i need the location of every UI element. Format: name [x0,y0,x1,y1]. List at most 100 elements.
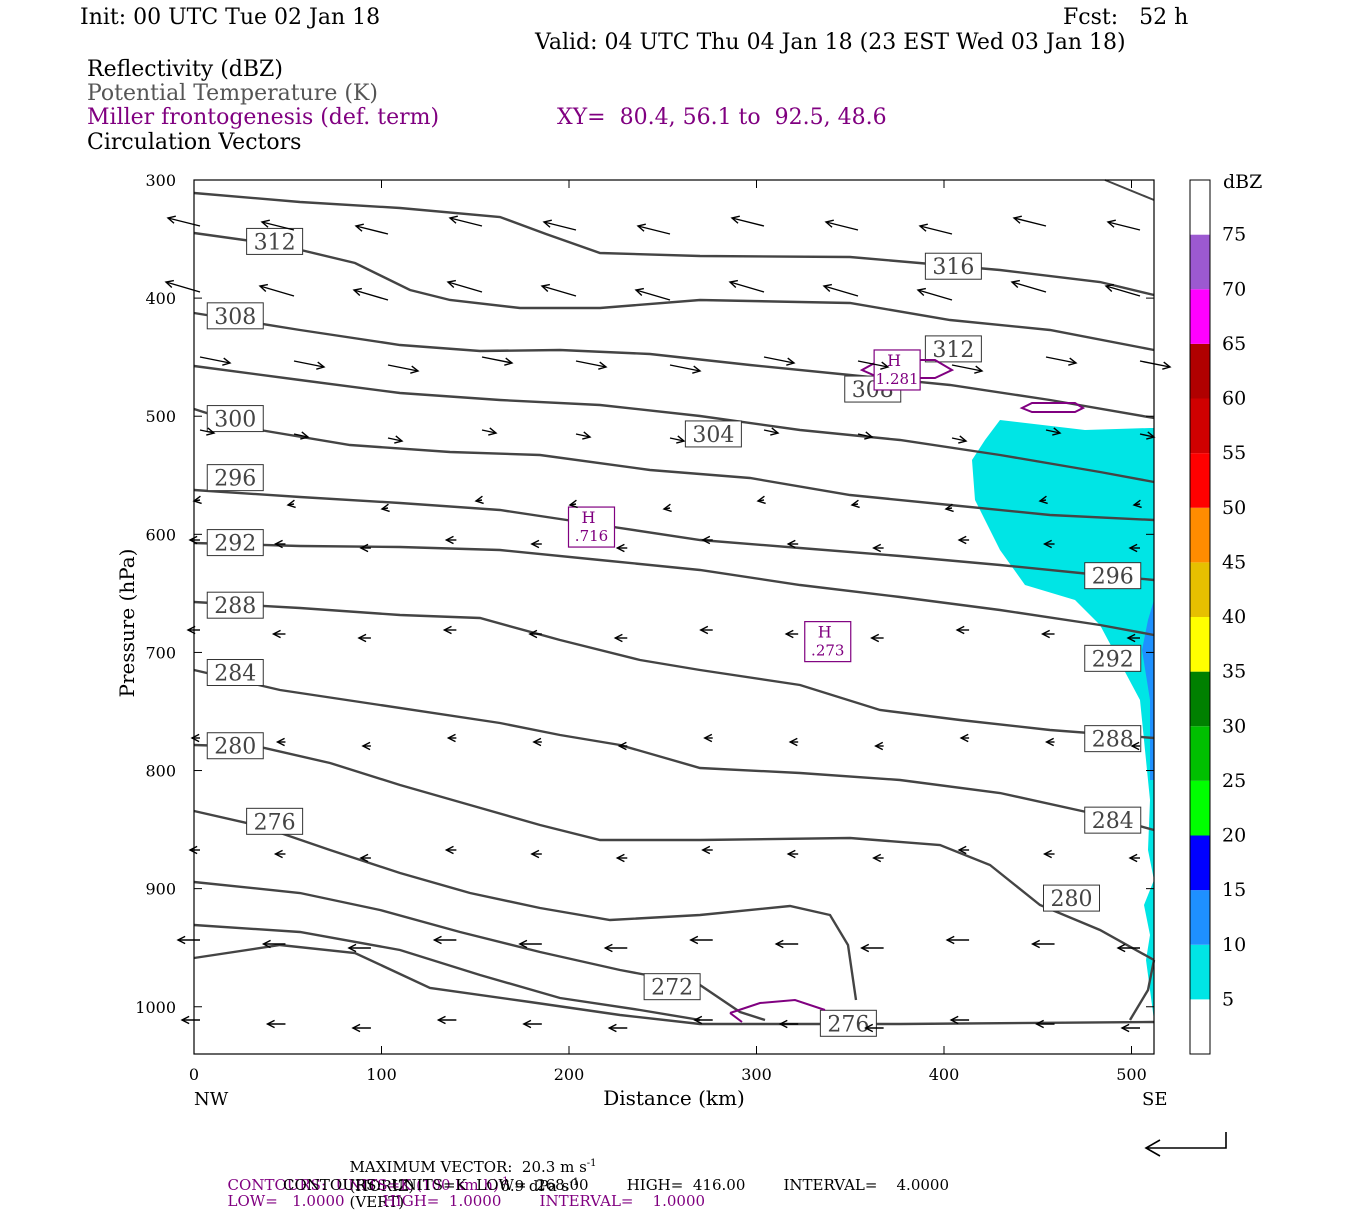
circulation-vector [293,360,325,368]
vector-arrowhead [778,1019,788,1029]
theta-label-box [246,807,304,835]
circulation-vector [543,221,577,231]
theta-label-box [819,1009,877,1037]
vector-arrowhead [822,283,832,293]
vector-arrowhead [1104,283,1114,293]
circulation-vector [1107,221,1141,231]
circulation-vector [1139,360,1171,368]
theta-contour-label: 284 [214,662,256,687]
circulation-vector [917,289,953,301]
colorbar-segment [1190,890,1210,945]
circulation-vector [857,360,889,368]
superscript: -1 [498,1176,509,1187]
vector-arrowhead [880,361,890,370]
theta-contour-label: 288 [1092,728,1134,753]
y-tick-label: 1000 [135,998,176,1017]
colorbar-segment [1190,671,1210,727]
vector-arrowhead [540,283,550,293]
superscript: -1 [569,1177,580,1188]
colorbar-segment [1190,453,1210,508]
theta-contour-line [1104,179,1155,201]
vector-arrowhead [756,495,766,505]
theta-label-box [643,973,701,1001]
vector-arrowhead [1128,543,1138,553]
vector-arrowhead [701,845,711,855]
circulation-vector [353,289,389,301]
circulation-vector [1139,433,1155,438]
vector-arrowhead [436,1015,446,1025]
vector-arrowhead [692,365,702,374]
superscript: -1 [586,1158,597,1169]
vector-arrowhead [617,741,627,751]
circulation-vector [637,225,671,235]
field-vectors: Circulation Vectors [87,130,302,155]
vector-arrowhead [974,365,984,374]
vector-arrowhead [784,629,794,639]
circulation-vector [293,433,309,438]
colorbar-segment [1190,562,1210,617]
circulation-vector [857,433,873,438]
vector-arrowhead [222,357,232,366]
max-vector-horiz: MAXIMUM VECTOR: 20.3 m s [349,1158,587,1176]
circulation-vector [951,437,967,442]
colorbar-segment [1190,343,1210,399]
vector-arrowhead [607,1023,617,1033]
vector-arrowhead [442,625,452,635]
vector-arrowhead [1162,361,1172,370]
vector-arrowhead [448,215,458,224]
vector-arrowhead [542,219,552,228]
y-tick-label: 600 [145,525,176,544]
vector-arrowhead [870,633,880,643]
vector-arrowhead [444,845,454,855]
vector-arrowhead [532,737,542,747]
colorbar-title: dBZ [1223,171,1262,193]
colorbar-segment [1190,234,1210,290]
circulation-vector [825,221,859,231]
colorbar-tick-label: 30 [1222,715,1246,737]
circulation-vector [575,433,591,438]
vector-arrowhead [357,633,367,643]
theta-contour-label: 284 [1092,809,1134,834]
vector-arrowhead [1045,737,1054,747]
vector-arrowhead [1120,1023,1130,1033]
vector-arrowhead [446,279,456,289]
vector-arrowhead [530,849,540,859]
theta-label-box [206,732,264,760]
circulation-vector [763,356,795,364]
vector-arrowhead [728,279,738,289]
circulation-vector [763,429,779,434]
vector-arrowhead [432,935,442,945]
field-reflectivity: Reflectivity (dBZ) [87,57,283,82]
colorbar-frame [1189,179,1211,1055]
theta-label-box [1043,884,1100,912]
vector-arrowhead [874,741,884,751]
theta-label-box [1084,806,1142,834]
frontogenesis-max-label: H [887,351,901,370]
frontogenesis-max-value: .273 [811,642,844,660]
vector-arrowhead [316,361,326,370]
frontogenesis-max-label: H [818,623,832,642]
theta-contour-label: 280 [1051,887,1093,912]
circulation-vector [481,429,497,434]
vector-arrowhead [824,219,834,228]
vector-arrowhead [662,503,672,513]
vector-arrowhead [186,625,196,635]
vector-arrowhead [504,357,514,366]
theta-label-box [924,335,982,363]
vector-arrowhead [166,215,176,224]
theta-label-box [206,464,264,492]
theta-contour-label: 316 [932,255,974,280]
frontogenesis-max-box [567,506,616,548]
theta-contour-line [193,311,1155,420]
theta-contour-line [193,541,1155,637]
x-tick-label: 300 [741,1065,772,1084]
theta-contour-line [193,364,1155,484]
colorbar-tick-label: 55 [1222,442,1246,464]
vector-arrowhead [522,1019,532,1029]
vector-arrowhead [872,853,882,863]
colorbar-tick-label: 15 [1222,879,1246,901]
vector-arrowhead [701,535,711,545]
vector-arrowhead [786,849,796,859]
cross-section-endpoints: XY= 80.4, 56.1 to 92.5, 48.6 [557,105,887,130]
vector-arrowhead [1132,499,1142,509]
